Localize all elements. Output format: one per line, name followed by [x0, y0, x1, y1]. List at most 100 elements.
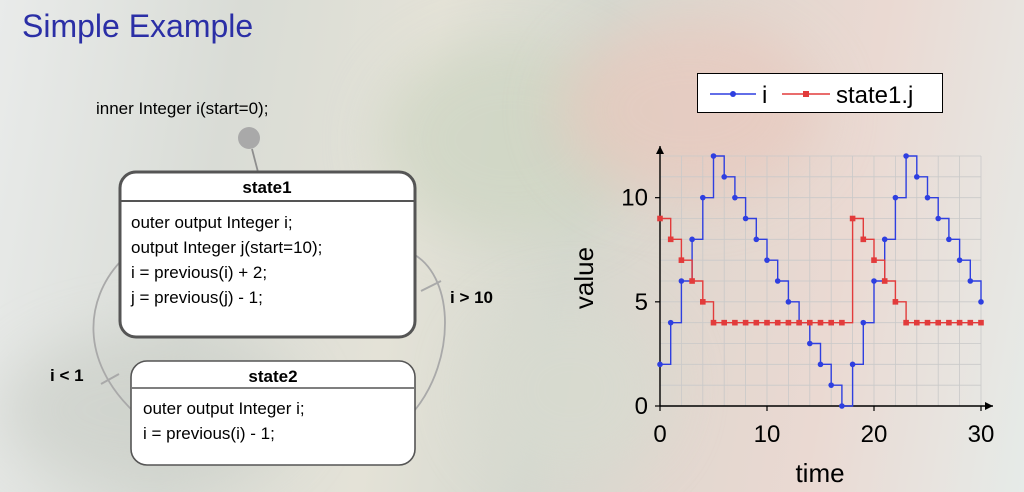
x-axis-arrow-icon	[985, 402, 993, 410]
data-point	[689, 278, 695, 284]
data-point	[785, 299, 792, 305]
x-axis-label: time	[795, 458, 844, 488]
data-point	[924, 319, 931, 326]
data-point	[785, 319, 792, 326]
chart-axes	[656, 146, 993, 410]
state-code-line: i = previous(i) + 2;	[131, 263, 267, 282]
data-point	[678, 257, 685, 263]
data-point	[903, 153, 909, 159]
state-code-line: output Integer j(start=10);	[131, 238, 322, 257]
initial-state-marker	[238, 127, 260, 149]
data-point	[860, 319, 867, 326]
legend-entry-i: i	[710, 82, 767, 109]
data-point	[764, 319, 770, 326]
data-point	[860, 236, 867, 243]
data-point	[667, 236, 674, 243]
state-machine-diagram: inner Integer i(start=0); i > 10 i < 1 s…	[50, 99, 493, 466]
data-point	[764, 257, 770, 263]
data-point	[817, 361, 824, 368]
data-point	[732, 194, 738, 201]
state-code-line: outer output Integer i;	[131, 213, 293, 232]
data-point	[710, 319, 717, 326]
data-point	[935, 215, 941, 222]
data-point	[828, 382, 834, 388]
state-code-line: outer output Integer i;	[143, 399, 305, 418]
transition-priority-bar	[100, 373, 120, 385]
data-point	[956, 257, 963, 263]
data-point	[721, 319, 727, 326]
data-point	[839, 403, 845, 409]
transition-state2-to-state1	[92, 261, 134, 412]
data-point	[967, 319, 974, 326]
data-point	[753, 319, 760, 326]
state-code-line: j = previous(j) - 1;	[130, 288, 263, 307]
data-point	[689, 236, 695, 243]
data-point	[667, 319, 674, 326]
transition-condition-label: i < 1	[50, 366, 84, 385]
legend-graphics: i state1.j	[710, 82, 913, 109]
chart-ticks: 0 10 20 30 0 5 10	[621, 185, 994, 448]
initial-declaration: inner Integer i(start=0);	[96, 99, 268, 118]
data-point	[732, 319, 738, 326]
x-tick-label: 20	[861, 421, 888, 448]
data-point	[914, 319, 920, 326]
data-point	[753, 236, 760, 243]
chart-legend: i state1.j	[697, 73, 943, 113]
data-point	[892, 299, 899, 305]
y-tick-label: 0	[635, 393, 648, 420]
data-point	[657, 361, 663, 368]
y-tick-label: 10	[621, 185, 648, 212]
state-code-line: i = previous(i) - 1;	[143, 424, 275, 443]
y-axis-arrow-icon	[656, 146, 664, 154]
slide-title: Simple Example	[22, 8, 254, 44]
data-point	[849, 215, 856, 222]
legend-entry-state1-j: state1.j	[782, 82, 913, 109]
data-point	[967, 278, 974, 284]
data-point	[774, 319, 781, 326]
data-point	[935, 319, 941, 326]
data-point	[807, 340, 813, 347]
initial-transition-line	[251, 148, 259, 173]
state-name: state2	[248, 367, 297, 386]
data-point	[796, 319, 802, 326]
data-point	[892, 194, 899, 201]
transition-priority-bar	[420, 280, 442, 292]
data-point	[871, 278, 877, 284]
data-point	[946, 319, 952, 326]
data-point	[839, 319, 845, 326]
data-point	[721, 174, 727, 180]
series-state1-j	[657, 215, 984, 326]
data-point	[657, 215, 663, 222]
y-axis-label: value	[569, 247, 599, 309]
background-blob	[470, 300, 670, 480]
series-line	[660, 217, 981, 324]
x-tick-label: 0	[653, 421, 666, 448]
data-point	[924, 194, 931, 201]
data-point	[881, 278, 888, 284]
data-point	[914, 174, 920, 180]
state-box	[130, 360, 416, 466]
data-point	[828, 319, 834, 326]
data-point	[700, 194, 706, 201]
data-point	[978, 299, 984, 305]
data-point	[871, 257, 877, 263]
legend-label: state1.j	[836, 82, 913, 109]
data-point	[817, 319, 824, 326]
data-point	[742, 215, 749, 222]
transition-condition-label: i > 10	[450, 288, 493, 307]
data-point	[946, 236, 952, 243]
data-point	[903, 319, 909, 326]
state-state1: state1 outer output Integer i; output In…	[118, 170, 417, 339]
series-i	[657, 153, 984, 409]
legend-label: i	[762, 82, 767, 109]
data-point	[978, 319, 984, 326]
transition-state1-to-state2	[414, 254, 446, 411]
x-tick-label: 30	[968, 421, 995, 448]
data-point	[700, 299, 706, 305]
chart-series	[657, 153, 984, 409]
data-point	[742, 319, 749, 326]
legend-marker-circle-icon	[730, 91, 736, 97]
y-tick-label: 5	[635, 289, 648, 316]
data-point	[956, 319, 963, 326]
